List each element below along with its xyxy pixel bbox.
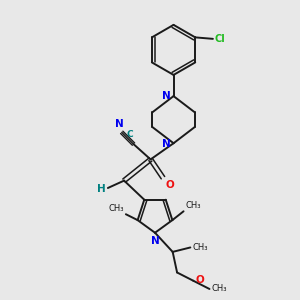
Text: N: N	[151, 236, 159, 246]
Text: N: N	[115, 119, 124, 129]
Text: O: O	[195, 275, 204, 285]
Text: N: N	[163, 91, 171, 100]
Text: CH₃: CH₃	[211, 284, 227, 293]
Text: O: O	[165, 180, 174, 190]
Text: Cl: Cl	[215, 34, 225, 44]
Text: C: C	[127, 130, 133, 139]
Text: H: H	[97, 184, 106, 194]
Text: CH₃: CH₃	[185, 201, 201, 210]
Text: N: N	[163, 139, 171, 149]
Text: CH₃: CH₃	[109, 204, 124, 213]
Text: CH₃: CH₃	[192, 243, 208, 252]
